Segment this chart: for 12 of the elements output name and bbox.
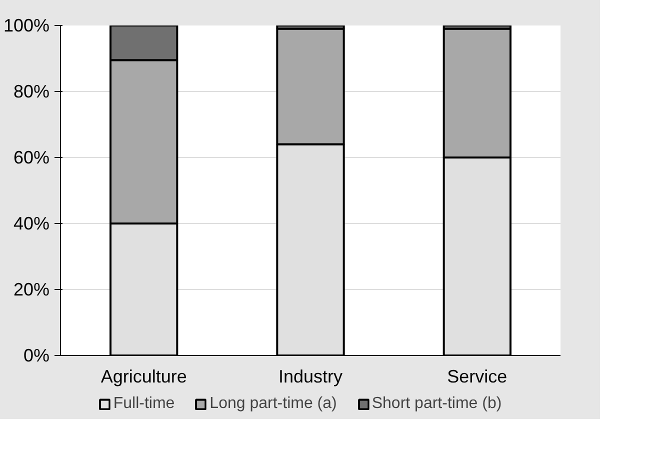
legend-label: Short part-time (b): [372, 395, 502, 413]
y-tick-label: 60%: [13, 148, 50, 168]
y-tick-label: 80%: [13, 82, 50, 102]
x-tick-label: Service: [447, 366, 508, 386]
y-tick-label: 100%: [3, 16, 50, 36]
x-tick-label: Industry: [278, 366, 343, 386]
y-tick-label: 0%: [23, 346, 50, 366]
y-tick-label: 20%: [13, 280, 50, 300]
y-tick-label: 40%: [13, 214, 50, 234]
legend-label: Long part-time (a): [210, 395, 337, 413]
legend-label: Full-time: [113, 395, 175, 413]
x-tick-label: Agriculture: [100, 366, 187, 386]
